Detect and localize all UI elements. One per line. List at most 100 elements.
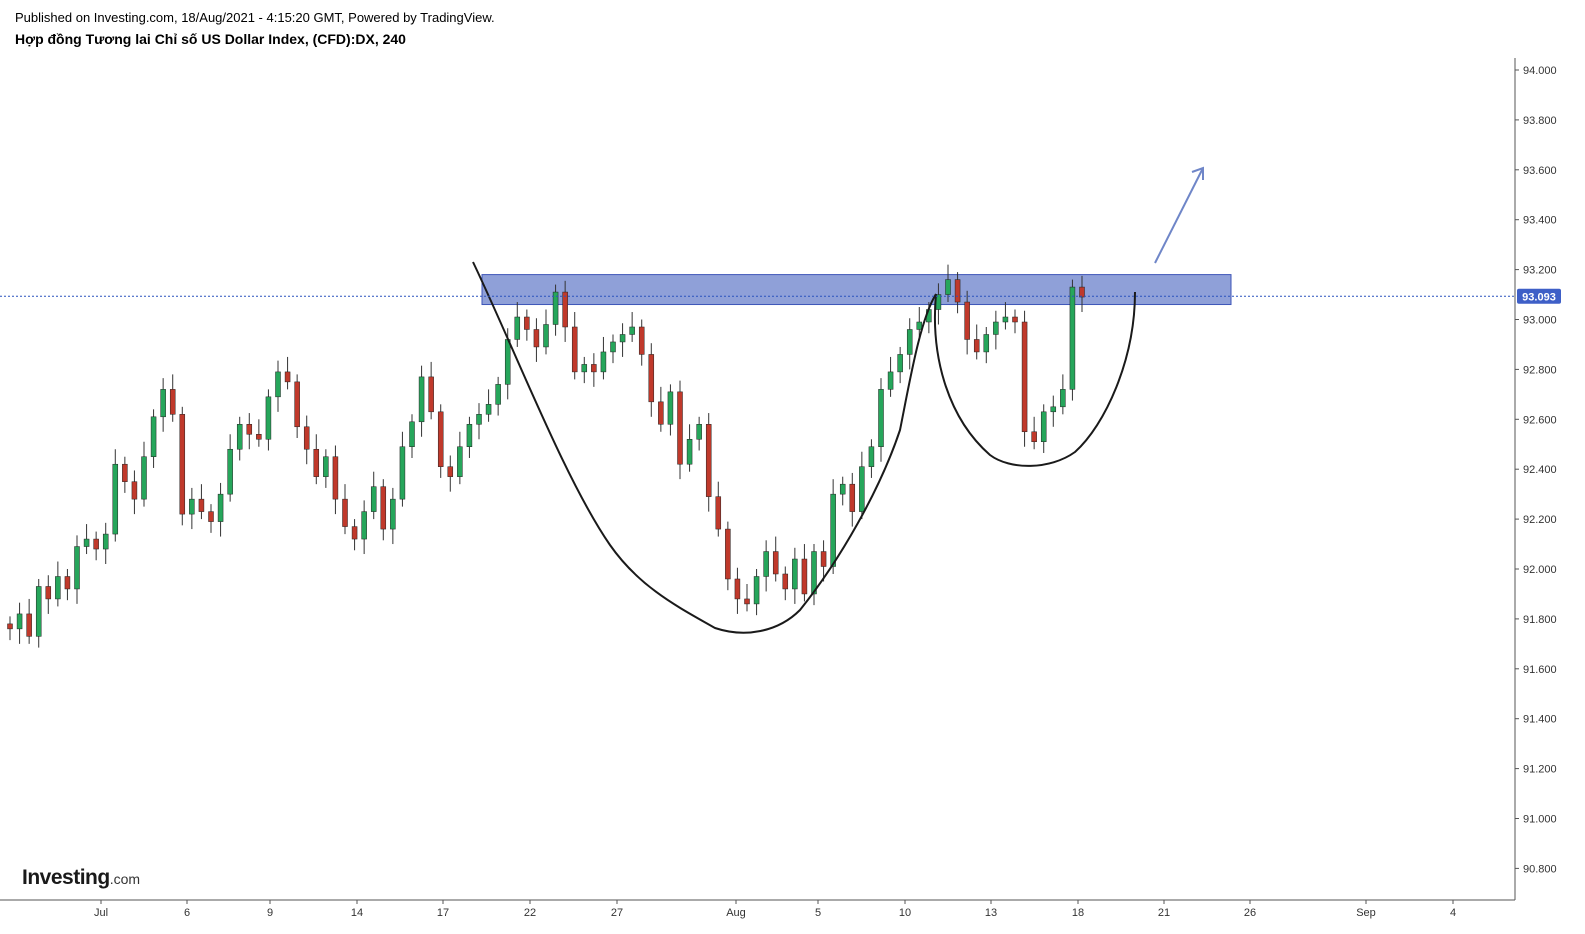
- candle: [677, 380, 683, 480]
- candle: [284, 356, 291, 390]
- candle-body: [35, 586, 42, 637]
- candle: [983, 326, 990, 364]
- candle-body: [744, 598, 750, 605]
- chart-title: Hợp đồng Tương lai Chỉ số US Dollar Inde…: [15, 31, 406, 47]
- y-tick-label: 91.600: [1523, 664, 1557, 676]
- candle: [839, 476, 846, 506]
- candle: [437, 404, 444, 478]
- candle-body: [667, 391, 674, 425]
- candle-body: [705, 424, 712, 497]
- candle: [227, 434, 233, 502]
- candle-body: [485, 404, 492, 415]
- candle-body: [973, 339, 980, 353]
- candle-body: [437, 411, 444, 467]
- candle-body: [198, 498, 205, 512]
- candle: [954, 272, 961, 314]
- candle-body: [160, 389, 166, 418]
- candle-body: [351, 526, 358, 540]
- logo-main: Investing: [22, 866, 110, 889]
- candle-body: [600, 351, 607, 373]
- candle-body: [725, 528, 731, 580]
- candle: [591, 353, 597, 387]
- candle: [112, 449, 119, 542]
- candle-body: [1060, 389, 1066, 408]
- x-tick-label: 9: [267, 907, 273, 919]
- candle-body: [859, 466, 865, 512]
- candle-body: [313, 448, 320, 477]
- x-tick-label: 22: [524, 907, 536, 919]
- candle: [323, 449, 329, 488]
- candle: [64, 569, 71, 601]
- candle: [524, 309, 530, 341]
- breakout-arrow: [1154, 166, 1204, 264]
- candle: [313, 434, 320, 485]
- candle: [715, 481, 722, 537]
- candle: [868, 439, 875, 478]
- candle: [648, 343, 655, 417]
- candle-body: [533, 329, 540, 348]
- candle: [7, 616, 13, 641]
- candle-body: [772, 551, 779, 575]
- candle: [1040, 404, 1047, 453]
- candle-body: [390, 498, 396, 530]
- x-tick-label: 17: [437, 907, 449, 919]
- y-tick-label: 92.600: [1523, 414, 1557, 426]
- candle: [820, 540, 827, 582]
- candle-body: [782, 573, 789, 590]
- candle-body: [686, 439, 693, 465]
- candle: [993, 310, 999, 350]
- candle-body: [93, 538, 99, 550]
- candle: [696, 416, 702, 451]
- candle: [150, 409, 157, 468]
- candle-body: [610, 341, 616, 353]
- last-price-text: 93.093: [1522, 291, 1556, 303]
- y-tick-label: 92.400: [1523, 464, 1557, 476]
- candle-body: [954, 279, 961, 303]
- candle-body: [457, 446, 463, 477]
- candle: [179, 406, 186, 526]
- candle: [763, 540, 769, 592]
- candle: [495, 376, 501, 416]
- candle: [390, 487, 396, 545]
- candle-body: [303, 426, 310, 450]
- candle-body: [763, 551, 769, 577]
- candle: [55, 561, 61, 607]
- candle-body: [916, 321, 923, 330]
- candle-body: [1031, 431, 1037, 443]
- candle: [571, 312, 578, 380]
- candle-body: [370, 486, 377, 512]
- candle: [897, 346, 903, 384]
- candle: [811, 544, 817, 606]
- candle-body: [1069, 286, 1076, 390]
- y-tick-label: 91.000: [1523, 814, 1557, 826]
- candle: [533, 318, 540, 362]
- candle-body: [792, 558, 798, 590]
- candle: [45, 575, 52, 614]
- candle: [610, 334, 616, 364]
- candle: [351, 519, 358, 551]
- candle-body: [217, 493, 224, 522]
- candle: [878, 378, 884, 462]
- candle: [380, 479, 387, 541]
- candle: [256, 419, 262, 447]
- candle: [169, 374, 176, 422]
- candle-body: [629, 326, 635, 335]
- x-tick-label: Jul: [94, 907, 108, 919]
- y-tick-label: 93.000: [1523, 315, 1557, 327]
- candle: [16, 602, 23, 644]
- candle-body: [524, 316, 530, 330]
- candle-body: [26, 613, 32, 637]
- candle: [189, 487, 195, 530]
- candle-body: [552, 291, 559, 325]
- candle-body: [83, 538, 90, 547]
- candle: [543, 309, 549, 355]
- candle-body: [878, 389, 884, 447]
- x-tick-label: 27: [611, 907, 623, 919]
- candle-body: [179, 414, 186, 515]
- candle-body: [648, 354, 655, 403]
- candle-body: [830, 493, 836, 567]
- candle: [198, 484, 205, 520]
- candle-body: [715, 496, 722, 530]
- candle-body: [380, 486, 387, 530]
